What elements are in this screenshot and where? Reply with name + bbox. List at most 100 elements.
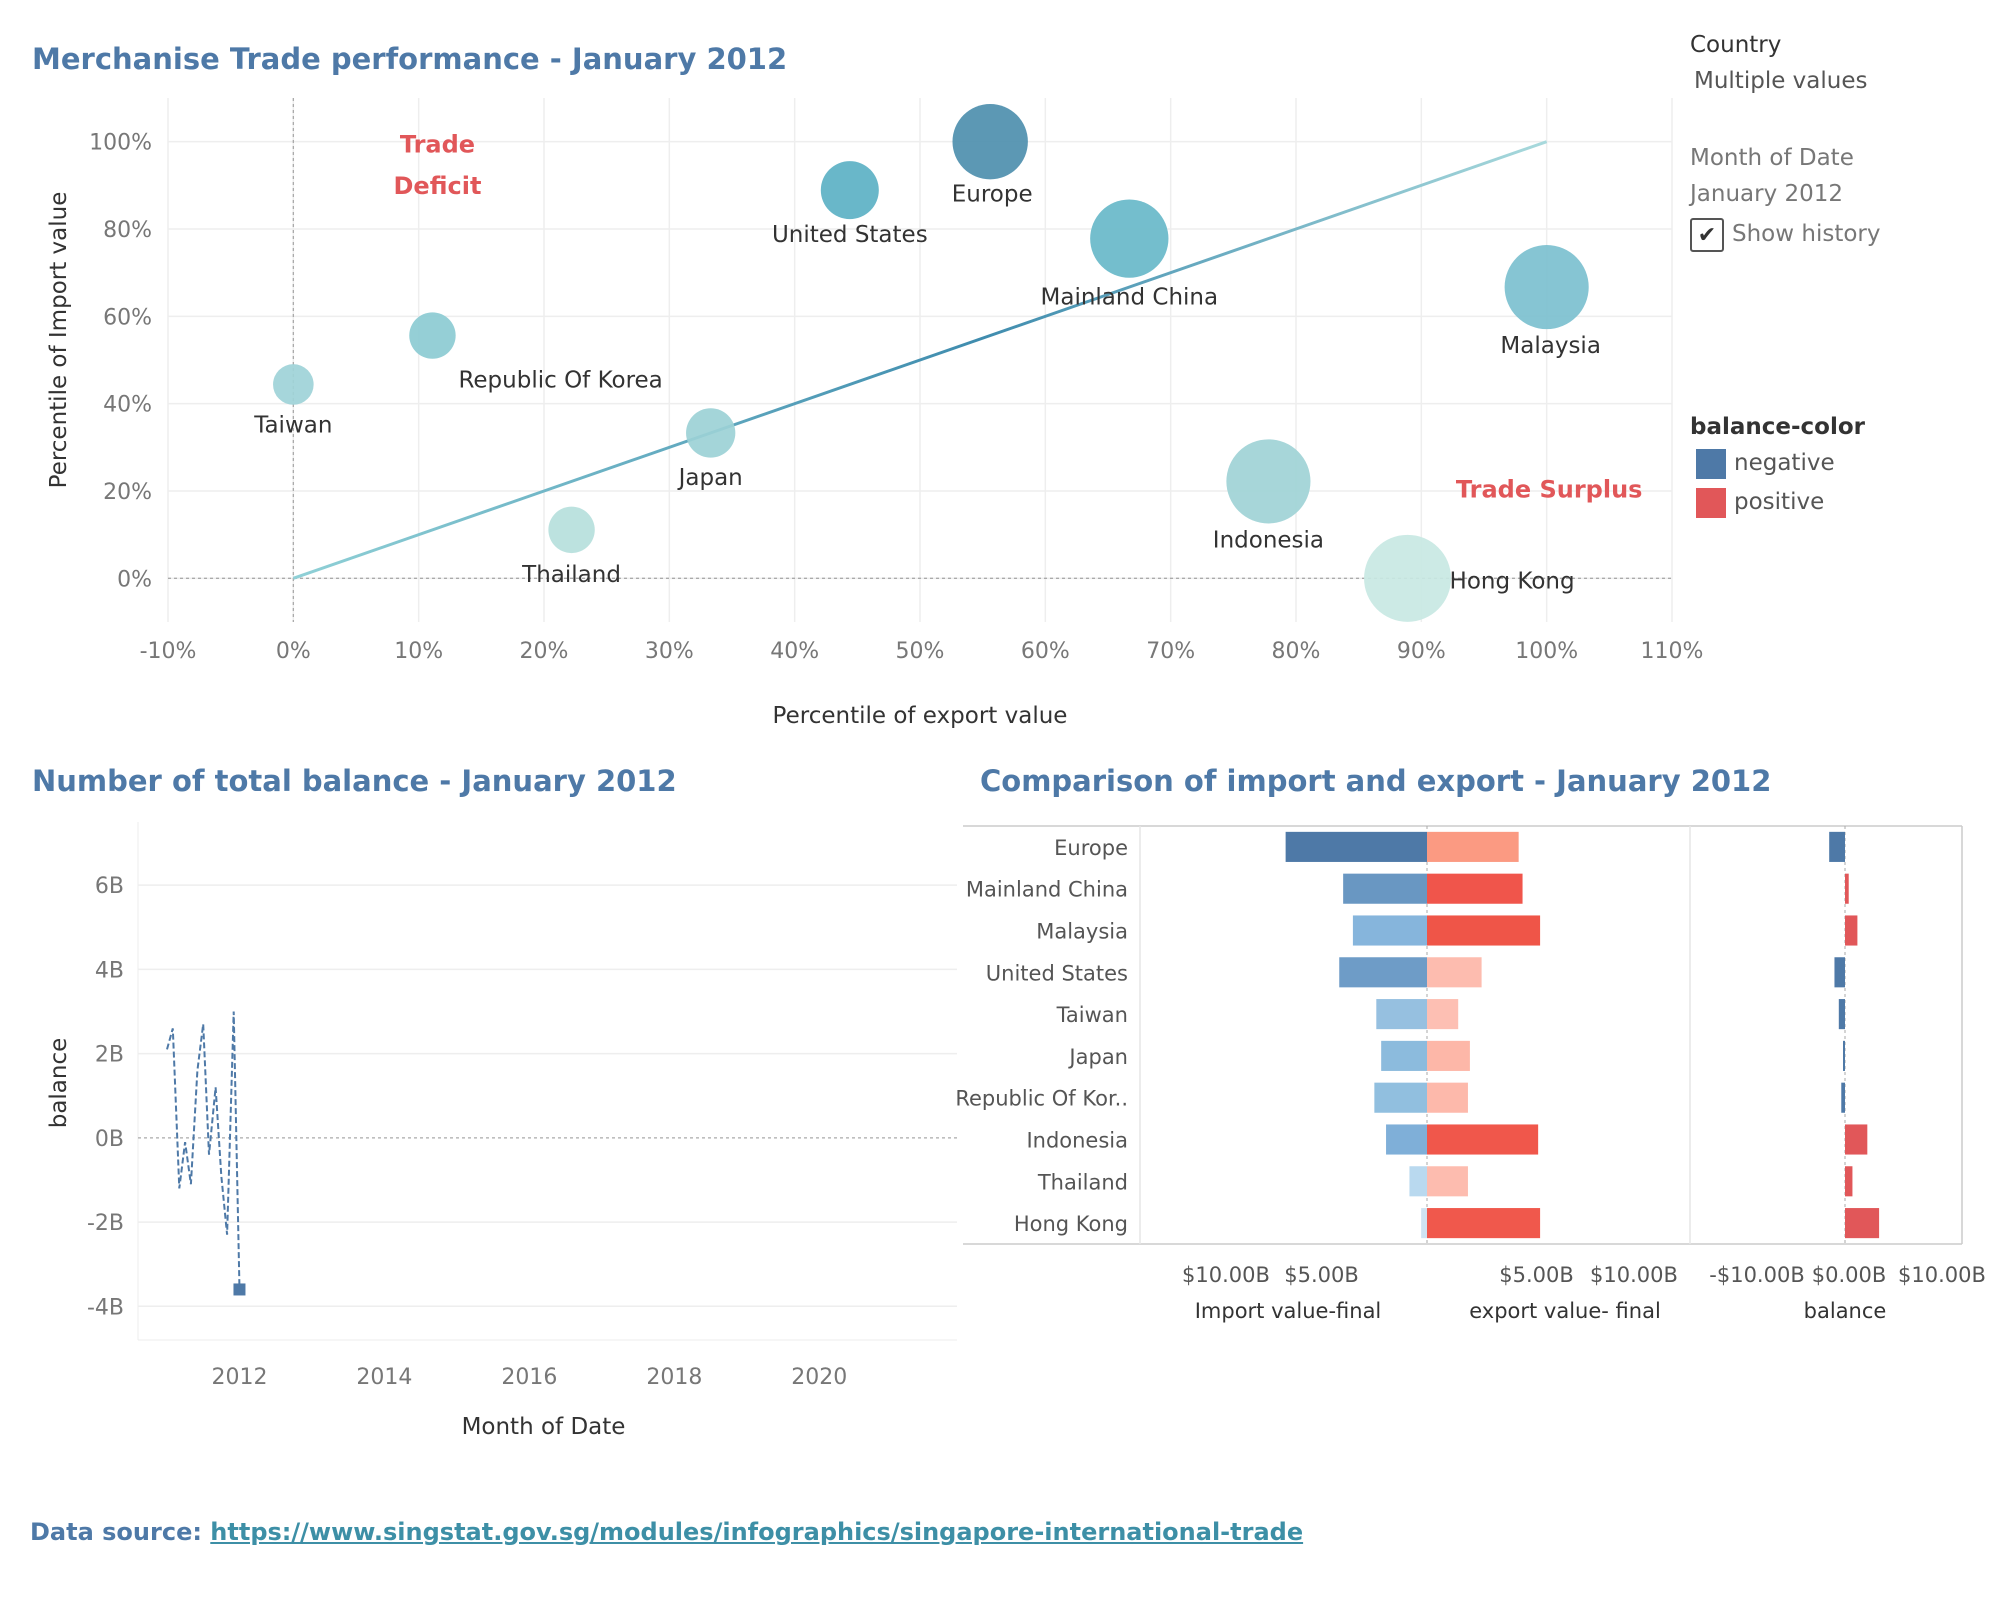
show-history-checkbox[interactable]: ✔	[1690, 218, 1724, 252]
import-bar	[1376, 999, 1427, 1030]
scatter-x-tick-label: 0%	[276, 639, 311, 664]
export-bar	[1427, 873, 1523, 904]
bar-category-label: United States	[986, 961, 1128, 985]
line-y-axis-label: balance	[46, 1038, 72, 1129]
balance-axis-tick-label: $0.00B	[1812, 1263, 1887, 1287]
trade-deficit-annotation-line1: Trade	[400, 131, 475, 159]
scatter-point-label: Mainland China	[1041, 285, 1219, 311]
scatter-point	[820, 161, 879, 220]
bar-category-label: Japan	[1067, 1045, 1128, 1069]
month-filter-value[interactable]: January 2012	[1690, 181, 1844, 207]
balance-bar	[1845, 1208, 1880, 1239]
scatter-point-label: United States	[772, 222, 928, 248]
data-source-link[interactable]: https://www.singstat.gov.sg/modules/info…	[210, 1518, 1304, 1546]
scatter-x-tick-label: 60%	[1021, 639, 1070, 664]
line-y-tick-label: -4B	[87, 1295, 124, 1320]
balance-bar	[1841, 1082, 1845, 1113]
scatter-x-tick-label: -10%	[140, 639, 197, 664]
bar-category-label: Indonesia	[1026, 1129, 1128, 1153]
balance-bar	[1845, 1166, 1853, 1197]
import-bar	[1374, 1082, 1427, 1113]
bar-category-label: Republic Of Kor..	[955, 1087, 1128, 1111]
scatter-point	[952, 103, 1028, 180]
country-filter-header: Country	[1690, 32, 1782, 58]
scatter-x-tick-label: 110%	[1641, 639, 1704, 664]
export-bar	[1427, 1166, 1468, 1197]
country-filter-value[interactable]: Multiple values	[1694, 68, 1868, 94]
scatter-point-label: Taiwan	[253, 412, 332, 438]
scatter-y-tick-label: 80%	[103, 218, 152, 243]
bar-category-label: Malaysia	[1036, 920, 1128, 944]
line-x-axis-label: Month of Date	[462, 1414, 626, 1440]
import-bar	[1285, 831, 1427, 862]
balance-bar	[1829, 831, 1845, 862]
balance-bar	[1845, 873, 1849, 904]
scatter-point	[273, 364, 314, 405]
scatter-point	[686, 408, 736, 458]
scatter-x-tick-label: 40%	[770, 639, 819, 664]
balance-bar	[1845, 1124, 1868, 1155]
legend-positive-swatch	[1696, 488, 1726, 518]
line-y-tick-label: 0B	[95, 1127, 124, 1152]
scatter-y-tick-label: 0%	[117, 567, 152, 592]
export-bar	[1427, 1208, 1541, 1239]
line-x-tick-label: 2020	[791, 1365, 847, 1390]
legend-negative-swatch	[1696, 449, 1726, 479]
import-bar	[1352, 915, 1427, 946]
bar-category-label: Thailand	[1037, 1170, 1128, 1194]
balance-bar	[1843, 1040, 1845, 1071]
line-y-tick-label: 6B	[95, 874, 124, 899]
balance-line-chart: -4B -2B 0B 2B 4B 6B 2012 2014 2016 2018 2020 Month …	[46, 822, 957, 1440]
scatter-reference-line	[292, 140, 1548, 580]
data-source-prefix: Data source:	[30, 1518, 211, 1546]
export-bar	[1427, 1040, 1470, 1071]
trade-surplus-annotation: Trade Surplus	[1456, 476, 1643, 504]
line-y-tick-label: 2B	[95, 1043, 124, 1068]
month-filter-header: Month of Date	[1690, 145, 1854, 171]
bar-category-label: Taiwan	[1056, 1003, 1128, 1027]
balance-axis-tick-label: $10.00B	[1898, 1263, 1986, 1287]
import-bar	[1343, 873, 1427, 904]
line-y-tick-label: -2B	[87, 1211, 124, 1236]
balance-axis-title: balance	[1804, 1299, 1887, 1323]
import-bar	[1381, 1040, 1427, 1071]
export-bar	[1427, 831, 1519, 862]
scatter-y-tick-label: 60%	[103, 305, 152, 330]
scatter-point	[1504, 245, 1589, 330]
data-source-line: Data source: https://www.singstat.gov.sg…	[30, 1518, 1303, 1546]
balance-bar	[1845, 915, 1858, 946]
balance-series-line	[166, 1011, 241, 1290]
line-y-tick-label: 4B	[95, 958, 124, 983]
legend-negative-label: negative	[1734, 450, 1835, 476]
scatter-x-tick-label: 70%	[1146, 639, 1195, 664]
scatter-y-tick-label: 20%	[103, 480, 152, 505]
scatter-point-label: Japan	[677, 465, 743, 491]
balance-bar	[1834, 957, 1845, 988]
export-bar	[1427, 1124, 1539, 1155]
bar-chart-title: Comparison of import and export - Januar…	[980, 764, 1772, 798]
scatter-point-label: Republic Of Korea	[458, 368, 662, 394]
scatter-x-axis-label: Percentile of export value	[773, 703, 1068, 729]
scatter-point	[1364, 534, 1452, 622]
bar-category-label: Mainland China	[966, 878, 1128, 902]
check-icon: ✔	[1697, 222, 1717, 248]
bar-category-label: Hong Kong	[1014, 1212, 1128, 1236]
export-bar	[1427, 957, 1482, 988]
scatter-point-label: Malaysia	[1500, 333, 1601, 359]
import-axis-tick-label: $10.00B	[1182, 1263, 1270, 1287]
import-axis-title: Import value-final	[1195, 1299, 1382, 1323]
import-export-bar-chart: Europe Mainland China Malaysia United State…	[955, 825, 1986, 1323]
scatter-x-tick-label: 50%	[896, 639, 945, 664]
legend-header: balance-color	[1690, 414, 1866, 440]
scatter-point	[1090, 199, 1169, 278]
line-chart-title: Number of total balance - January 2012	[32, 764, 677, 798]
line-x-tick-label: 2012	[211, 1365, 267, 1390]
scatter-x-tick-label: 90%	[1397, 639, 1446, 664]
export-axis-tick-label: $5.00B	[1499, 1263, 1574, 1287]
scatter-plot: -10% 0% 10% 20% 30% 40% 50% 60% 70% 80% 90% 100% 110…	[46, 98, 1703, 729]
scatter-x-tick-label: 80%	[1272, 639, 1321, 664]
export-bar	[1427, 915, 1541, 946]
scatter-point-label: Hong Kong	[1450, 568, 1575, 594]
scatter-x-tick-label: 10%	[394, 639, 443, 664]
